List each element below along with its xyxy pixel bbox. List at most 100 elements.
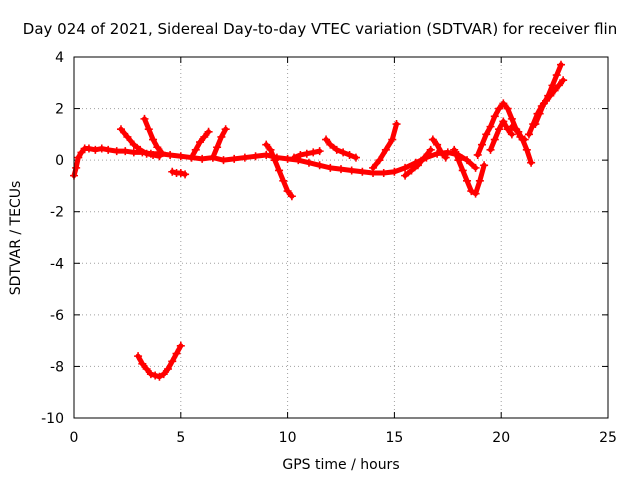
data-point (159, 370, 168, 379)
data-point (176, 152, 185, 161)
data-point (507, 122, 516, 131)
data-point (240, 153, 249, 162)
y-tick-label: -10 (41, 411, 64, 427)
data-point (121, 147, 130, 156)
data-point (217, 132, 226, 141)
data-point (499, 99, 508, 108)
data-point (337, 165, 345, 174)
data-series (134, 341, 185, 381)
data-point (490, 135, 499, 144)
data-point (486, 145, 495, 154)
data-point (477, 140, 486, 149)
data-point (454, 156, 463, 165)
data-point (535, 109, 544, 118)
data-point (332, 145, 341, 154)
data-point (539, 99, 548, 108)
data-point (213, 143, 222, 152)
data-point (437, 148, 446, 157)
data-point (339, 148, 348, 157)
data-point (495, 104, 504, 113)
data-point (358, 167, 367, 176)
data-point (200, 132, 209, 141)
data-point (503, 104, 512, 113)
data-point (527, 158, 536, 167)
data-point (129, 140, 138, 149)
data-point (471, 163, 480, 172)
data-point (557, 60, 566, 69)
data-point (450, 145, 459, 154)
x-tick-label: 25 (599, 430, 617, 446)
data-point (262, 140, 271, 149)
data-series (524, 76, 568, 139)
data-point (559, 76, 568, 85)
series-trace (370, 121, 400, 171)
data-point (473, 150, 482, 159)
data-point (428, 135, 437, 144)
data-point (251, 152, 260, 161)
data-point (433, 140, 442, 149)
data-point (155, 372, 164, 381)
data-point (522, 145, 531, 154)
y-tick-label: 4 (55, 50, 64, 66)
data-point (283, 154, 292, 163)
series-trace (210, 126, 229, 161)
data-point (381, 145, 390, 154)
data-point (149, 135, 158, 144)
data-point (84, 144, 93, 153)
data-point (168, 167, 177, 176)
data-point (134, 352, 143, 361)
data-point (149, 150, 158, 159)
data-point (390, 167, 399, 176)
data-point (392, 120, 401, 129)
x-tick-label: 20 (492, 430, 510, 446)
data-point (413, 161, 422, 170)
data-point (379, 169, 388, 178)
axis-ticks: 0 5 10 15 20 25 -10 -8 -6 -4 -2 0 2 4 (41, 50, 617, 446)
data-point (475, 176, 484, 185)
data-point (262, 150, 271, 159)
data-point (279, 176, 288, 185)
data-point (266, 145, 275, 154)
data-point (187, 153, 196, 162)
data-series (290, 147, 324, 162)
data-point (441, 153, 450, 162)
data-point (290, 153, 299, 162)
data-point (463, 176, 472, 185)
series-trace (526, 77, 566, 137)
data-point (326, 163, 335, 172)
data-point (514, 127, 523, 136)
data-point (191, 145, 200, 154)
y-tick-label: 2 (55, 102, 64, 118)
data-series (507, 122, 536, 167)
data-point (208, 153, 217, 162)
x-tick-label: 0 (70, 430, 79, 446)
data-point (401, 163, 410, 172)
data-point (518, 135, 527, 144)
data-point (144, 125, 153, 134)
y-axis-label: SDTVAR / TECUs (8, 180, 24, 296)
data-point (322, 135, 331, 144)
data-point (531, 120, 540, 129)
series-trace (430, 137, 449, 161)
data-series (262, 140, 296, 201)
data-point (140, 114, 149, 123)
data-point (426, 145, 435, 154)
y-tick-label: -6 (50, 308, 64, 324)
data-point (136, 145, 145, 154)
data-series (450, 145, 489, 198)
data-point (181, 170, 190, 179)
x-axis-label: GPS time / hours (282, 457, 400, 473)
data-point (467, 187, 476, 196)
data-point (499, 117, 508, 126)
data-point (287, 192, 296, 201)
data-point (283, 187, 292, 196)
data-point (196, 138, 205, 147)
data-point (490, 112, 499, 121)
data-series (369, 120, 401, 172)
data-point (146, 370, 155, 379)
y-tick-label: -2 (50, 205, 64, 221)
x-tick-label: 15 (385, 430, 403, 446)
data-point (97, 144, 106, 153)
data-point (204, 127, 213, 136)
